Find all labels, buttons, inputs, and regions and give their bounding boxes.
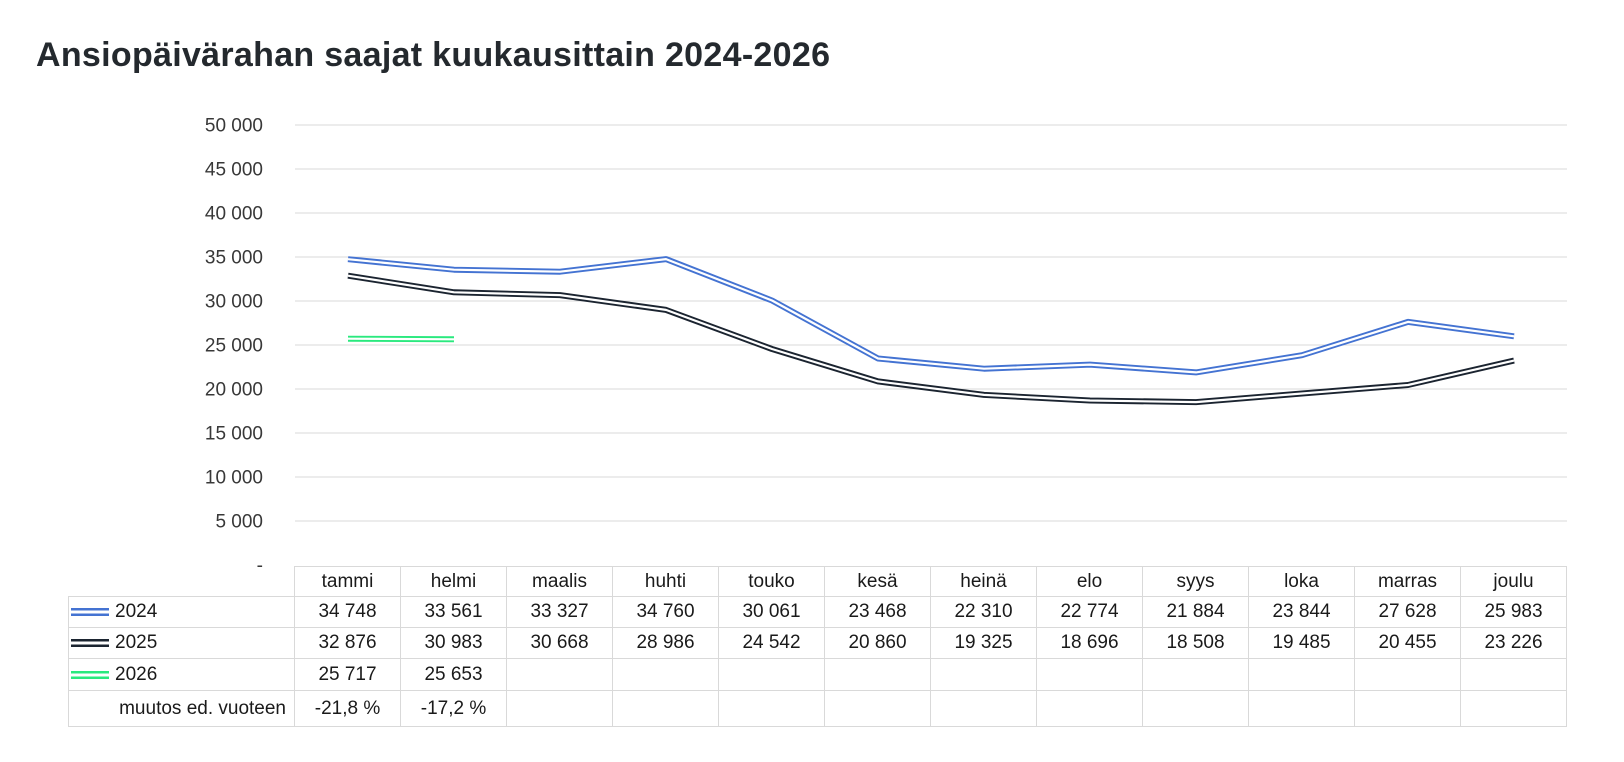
table-cell: 23 468 bbox=[825, 597, 931, 628]
table-cell bbox=[507, 659, 613, 691]
y-axis-label: 35 000 bbox=[205, 248, 263, 269]
table-cell bbox=[825, 691, 931, 727]
table-cell: 33 561 bbox=[401, 597, 507, 628]
row-label-text: 2025 bbox=[115, 632, 158, 653]
table-cell: 18 696 bbox=[1037, 628, 1143, 659]
chart-title: Ansiopäivärahan saajat kuukausittain 202… bbox=[36, 36, 831, 74]
table-cell: -21,8 % bbox=[295, 691, 401, 727]
table-cell: 30 061 bbox=[719, 597, 825, 628]
table-cell: 23 226 bbox=[1461, 628, 1567, 659]
table-cell bbox=[931, 691, 1037, 727]
table-cell: 34 760 bbox=[613, 597, 719, 628]
series-line-inner-2025 bbox=[347, 274, 1515, 404]
row-label: 2025 bbox=[68, 628, 295, 659]
table-cell: 25 653 bbox=[401, 659, 507, 691]
legend-marker-2026 bbox=[71, 670, 109, 679]
table-cell: 20 455 bbox=[1355, 628, 1461, 659]
series-line-inner-2024 bbox=[347, 258, 1515, 374]
table-cell bbox=[825, 659, 931, 691]
table-cell bbox=[613, 691, 719, 727]
y-axis-label: 20 000 bbox=[205, 380, 263, 401]
table-cell bbox=[719, 691, 825, 727]
table-cell bbox=[1355, 659, 1461, 691]
table-cell: 25 983 bbox=[1461, 597, 1567, 628]
y-axis-label: 10 000 bbox=[205, 468, 263, 489]
table-cell: -17,2 % bbox=[401, 691, 507, 727]
column-header: maalis bbox=[507, 566, 613, 597]
y-axis-label: 50 000 bbox=[205, 116, 263, 137]
table-cell: 34 748 bbox=[295, 597, 401, 628]
y-axis-label: 15 000 bbox=[205, 424, 263, 445]
table-cell: 28 986 bbox=[613, 628, 719, 659]
table-cell bbox=[1461, 659, 1567, 691]
column-header: heinä bbox=[931, 566, 1037, 597]
table-cell: 30 668 bbox=[507, 628, 613, 659]
y-axis-label: 40 000 bbox=[205, 204, 263, 225]
column-header: marras bbox=[1355, 566, 1461, 597]
column-header: huhti bbox=[613, 566, 719, 597]
column-header: kesä bbox=[825, 566, 931, 597]
table-cell bbox=[613, 659, 719, 691]
line-chart: - 5 000 10 000 15 000 20 000 25 000 30 000 35 0… bbox=[205, 116, 1567, 577]
table-cell: 21 884 bbox=[1143, 597, 1249, 628]
table-cell: 27 628 bbox=[1355, 597, 1461, 628]
column-header: syys bbox=[1143, 566, 1249, 597]
table-cell: 19 325 bbox=[931, 628, 1037, 659]
table-cell: 25 717 bbox=[295, 659, 401, 691]
table-cell: 23 844 bbox=[1249, 597, 1355, 628]
y-axis-label: - bbox=[257, 556, 263, 577]
table-cell: 22 774 bbox=[1037, 597, 1143, 628]
y-axis-label: 45 000 bbox=[205, 160, 263, 181]
table-cell: 20 860 bbox=[825, 628, 931, 659]
legend-marker-2024 bbox=[71, 608, 109, 616]
table-cell: 33 327 bbox=[507, 597, 613, 628]
row-label-text: 2024 bbox=[115, 601, 158, 622]
table-cell bbox=[1037, 659, 1143, 691]
data-table: tammi helmi maalis huhti touko kesä heinä elo sy… bbox=[68, 566, 1567, 727]
row-label: 2026 bbox=[68, 659, 295, 691]
column-header: joulu bbox=[1461, 566, 1567, 597]
table-cell: 22 310 bbox=[931, 597, 1037, 628]
table-cell bbox=[507, 691, 613, 727]
table-cell bbox=[1143, 691, 1249, 727]
column-header: loka bbox=[1249, 566, 1355, 597]
table-cell bbox=[719, 659, 825, 691]
table-cell bbox=[1249, 659, 1355, 691]
table-corner-cell bbox=[68, 566, 295, 597]
row-label-text: 2026 bbox=[115, 663, 158, 685]
table-cell: 19 485 bbox=[1249, 628, 1355, 659]
table-cell: 30 983 bbox=[401, 628, 507, 659]
table-cell bbox=[1037, 691, 1143, 727]
y-axis-label: 30 000 bbox=[205, 292, 263, 313]
table-cell bbox=[1461, 691, 1567, 727]
series-line-2024 bbox=[347, 256, 1515, 376]
row-label: 2024 bbox=[68, 597, 295, 628]
table-cell: 24 542 bbox=[719, 628, 825, 659]
table-cell: 18 508 bbox=[1143, 628, 1249, 659]
table-cell bbox=[1355, 691, 1461, 727]
column-header: touko bbox=[719, 566, 825, 597]
y-axis-label: 25 000 bbox=[205, 336, 263, 357]
table-cell bbox=[1143, 659, 1249, 691]
column-header: helmi bbox=[401, 566, 507, 597]
row-label: muutos ed. vuoteen bbox=[68, 691, 295, 727]
table-cell: 32 876 bbox=[295, 628, 401, 659]
y-axis-label: 5 000 bbox=[215, 512, 263, 533]
table-cell bbox=[1249, 691, 1355, 727]
table-cell bbox=[931, 659, 1037, 691]
column-header: tammi bbox=[295, 566, 401, 597]
row-label-text: muutos ed. vuoteen bbox=[119, 697, 286, 719]
series-line-inner-2026 bbox=[347, 337, 455, 341]
legend-marker-2025 bbox=[71, 639, 109, 647]
column-header: elo bbox=[1037, 566, 1143, 597]
